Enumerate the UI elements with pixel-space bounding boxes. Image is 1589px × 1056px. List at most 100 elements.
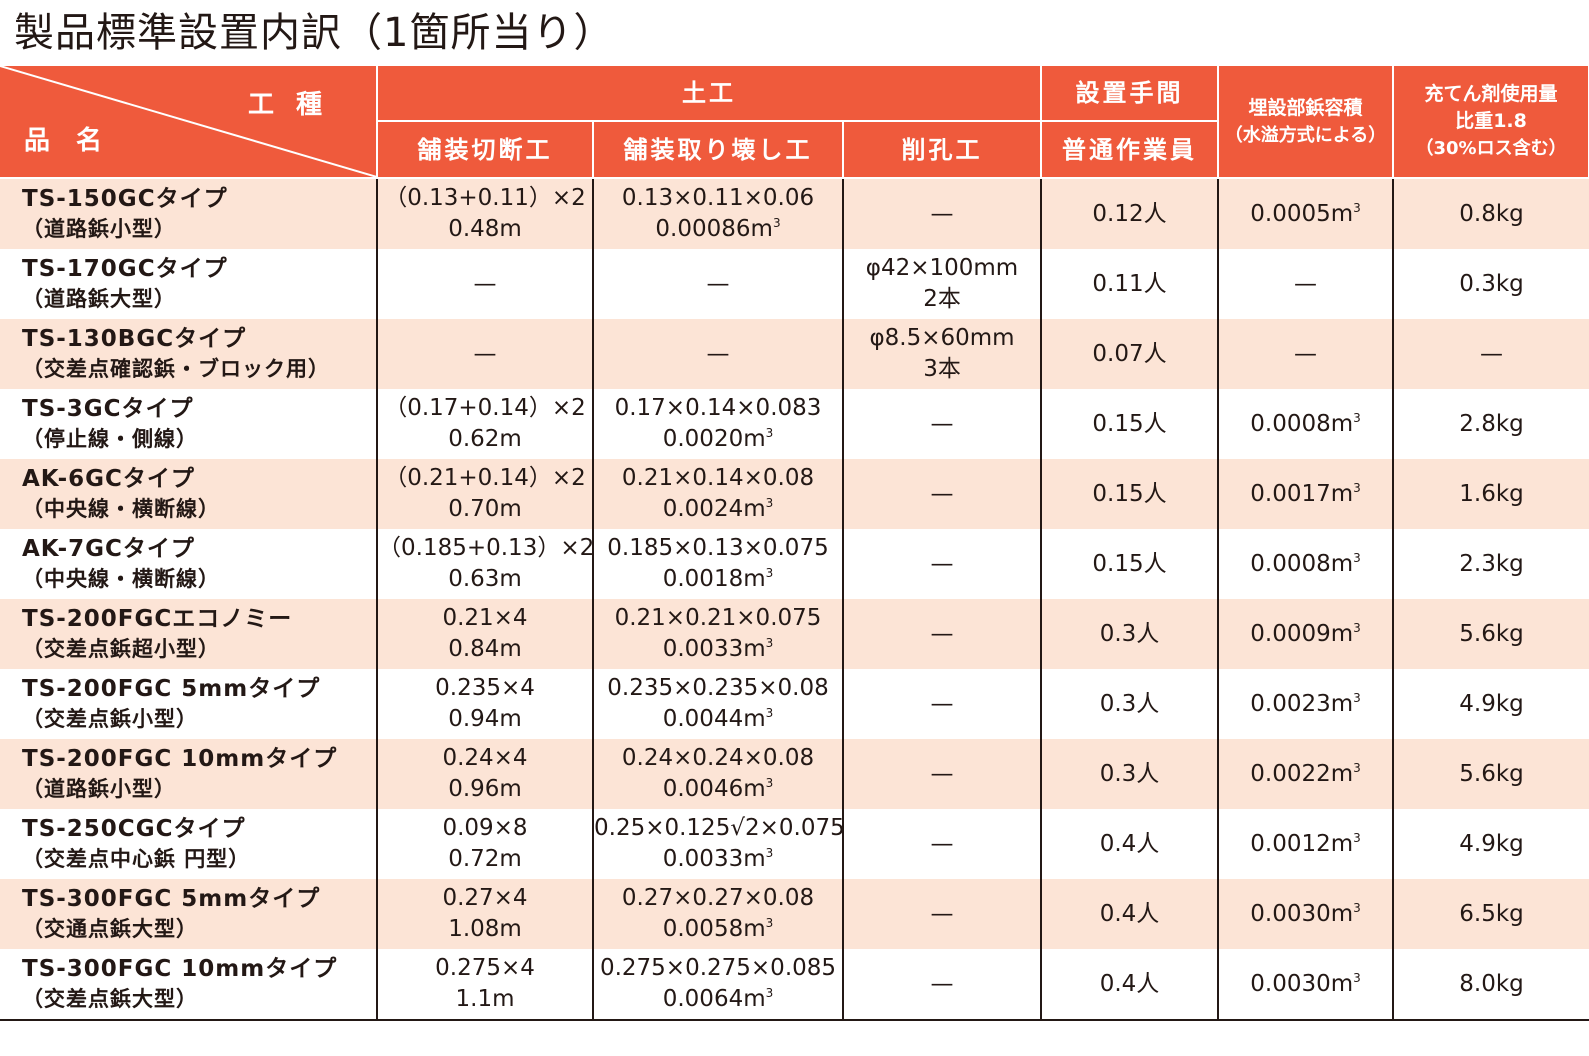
volume-value: 0.0008m: [1250, 410, 1354, 437]
cut-formula: 0.09×8: [442, 815, 528, 841]
volume-exponent: 3: [1353, 480, 1361, 495]
worker-cell: 0.3人: [1040, 669, 1219, 739]
drill-cell: —: [841, 949, 1042, 1021]
table-row: TS-200FGC 5mmタイプ （交差点鋲小型） 0.235×4 0.94m 0.23…: [0, 669, 1589, 739]
product-name: TS-200FGC 10mmタイプ: [22, 746, 338, 772]
cut-cell: （0.21+0.14）×2 0.70m: [376, 459, 593, 529]
product-name: AK-6GCタイプ: [22, 466, 195, 492]
break-cell: —: [592, 319, 843, 389]
worker-cell: 0.4人: [1040, 949, 1219, 1021]
volume-cell: 0.0017m3: [1217, 459, 1394, 529]
worker-cell: 0.15人: [1040, 389, 1219, 459]
product-name: AK-7GCタイプ: [22, 536, 195, 562]
drill-cell: φ8.5×60mm 3本: [841, 319, 1042, 389]
cut-cell: 0.27×4 1.08m: [376, 879, 593, 949]
volume-cell: —: [1217, 249, 1394, 319]
break-volume-exponent: 3: [765, 706, 774, 720]
drill-cell: φ42×100mm 2本: [841, 249, 1042, 319]
filler-cell: 2.8kg: [1392, 389, 1589, 459]
cut-length: 0.70m: [448, 496, 522, 522]
volume-value: 0.0012m: [1250, 830, 1354, 857]
table-body: TS-150GCタイプ （道路鋲小型） （0.13+0.11）×2 0.48m 0.13…: [0, 178, 1589, 1021]
cut-cell: 0.21×4 0.84m: [376, 599, 593, 669]
volume-header-main: 埋設部鋲容積: [1248, 96, 1363, 119]
break-volume: 0.0033m3: [594, 844, 842, 875]
volume-value: —: [1294, 340, 1318, 367]
volume-cell: 0.0030m3: [1217, 949, 1394, 1021]
break-cell: —: [592, 249, 843, 319]
filler-cell: —: [1392, 319, 1589, 389]
drill-spec: —: [930, 480, 954, 507]
volume-header-sub: （水溢方式による）: [1224, 124, 1387, 146]
volume-value: 0.0017m: [1250, 480, 1354, 507]
drill-spec: —: [930, 830, 954, 857]
break-volume-exponent: 3: [765, 776, 774, 790]
break-formula: 0.24×0.24×0.08: [621, 745, 815, 771]
table-row: TS-170GCタイプ （道路鋲大型） — — φ42×100mm 2本 0.11人 — 0.3…: [0, 249, 1589, 319]
product-cell: TS-250CGCタイプ （交差点中心鋲 円型）: [0, 809, 377, 879]
diagonal-divider: [0, 66, 377, 177]
product-name: TS-250CGCタイプ: [22, 816, 246, 842]
table-row: TS-300FGC 10mmタイプ （交差点鋲大型） 0.275×4 1.1m 0.27…: [0, 949, 1589, 1021]
filler-cell: 0.3kg: [1392, 249, 1589, 319]
filler-cell: 5.6kg: [1392, 739, 1589, 809]
cut-formula: （0.185+0.13）×2: [378, 535, 595, 561]
volume-value: 0.0005m: [1250, 200, 1354, 227]
drill-spec: —: [930, 620, 954, 647]
drill-count: 2本: [923, 286, 961, 312]
table-row: TS-250CGCタイプ （交差点中心鋲 円型） 0.09×8 0.72m 0.25×0…: [0, 809, 1589, 879]
break-formula: —: [706, 270, 730, 297]
filler-header-loss: （30%ロス含む）: [1415, 138, 1567, 159]
break-volume: 0.0024m3: [594, 494, 842, 525]
volume-cell: 0.0009m3: [1217, 599, 1394, 669]
cut-cell: —: [376, 319, 593, 389]
cut-length: 0.63m: [448, 566, 522, 592]
volume-value: —: [1294, 270, 1318, 297]
drill-cell: —: [841, 739, 1042, 809]
table-row: TS-200FGCエコノミー （交差点鋲超小型） 0.21×4 0.84m 0.21×0…: [0, 599, 1589, 669]
product-cell: TS-130BGCタイプ （交差点確認鋲・ブロック用）: [0, 319, 377, 389]
break-formula: 0.13×0.11×0.06: [621, 185, 815, 211]
cut-cell: （0.185+0.13）×2 0.63m: [376, 529, 595, 599]
break-volume: 0.0044m3: [594, 704, 842, 735]
cut-formula: （0.17+0.14）×2: [384, 395, 586, 421]
break-volume: 0.0020m3: [594, 424, 842, 455]
break-volume-value: 0.0064m: [662, 986, 766, 1012]
break-formula: 0.275×0.275×0.085: [599, 955, 837, 981]
cut-formula: （0.13+0.11）×2: [384, 185, 586, 211]
break-formula: 0.235×0.235×0.08: [607, 675, 829, 701]
worker-cell: 0.3人: [1040, 739, 1219, 809]
volume-value: 0.0030m: [1250, 900, 1354, 927]
cut-length: 0.48m: [448, 216, 522, 242]
break-cell: 0.185×0.13×0.075 0.0018m3: [592, 529, 843, 599]
cut-formula: 0.235×4: [435, 675, 535, 701]
table-row: TS-3GCタイプ （停止線・側線） （0.17+0.14）×2 0.62m 0.17×…: [0, 389, 1589, 459]
drill-cell: —: [841, 809, 1042, 879]
volume-cell: 0.0005m3: [1217, 178, 1394, 249]
product-subname: （交差点鋲超小型）: [22, 637, 220, 661]
drill-spec: —: [930, 900, 954, 927]
drill-cell: —: [841, 459, 1042, 529]
worker-cell: 0.4人: [1040, 809, 1219, 879]
drill-spec: φ42×100mm: [865, 255, 1019, 281]
filler-cell: 4.9kg: [1392, 669, 1589, 739]
filler-header-main: 充てん剤使用量: [1424, 83, 1558, 105]
filler-cell: 4.9kg: [1392, 809, 1589, 879]
volume-exponent: 3: [1353, 550, 1361, 565]
volume-exponent: 3: [1353, 620, 1361, 635]
volume-cell: 0.0023m3: [1217, 669, 1394, 739]
cut-formula: 0.21×4: [442, 605, 528, 631]
product-name: TS-300FGC 5mmタイプ: [22, 886, 321, 912]
product-name: TS-200FGC 5mmタイプ: [22, 676, 321, 702]
cut-length: 0.84m: [448, 636, 522, 662]
volume-cell: 0.0022m3: [1217, 739, 1394, 809]
cut-formula: 0.275×4: [435, 955, 535, 981]
product-cell: TS-3GCタイプ （停止線・側線）: [0, 389, 377, 459]
break-cell: 0.21×0.14×0.08 0.0024m3: [592, 459, 843, 529]
volume-value: 0.0023m: [1250, 690, 1354, 717]
drill-spec: —: [930, 550, 954, 577]
worker-cell: 0.15人: [1040, 529, 1219, 599]
break-formula: 0.21×0.14×0.08: [621, 465, 815, 491]
product-subname: （交差点中心鋲 円型）: [22, 847, 251, 871]
product-cell: AK-6GCタイプ （中央線・横断線）: [0, 459, 377, 529]
